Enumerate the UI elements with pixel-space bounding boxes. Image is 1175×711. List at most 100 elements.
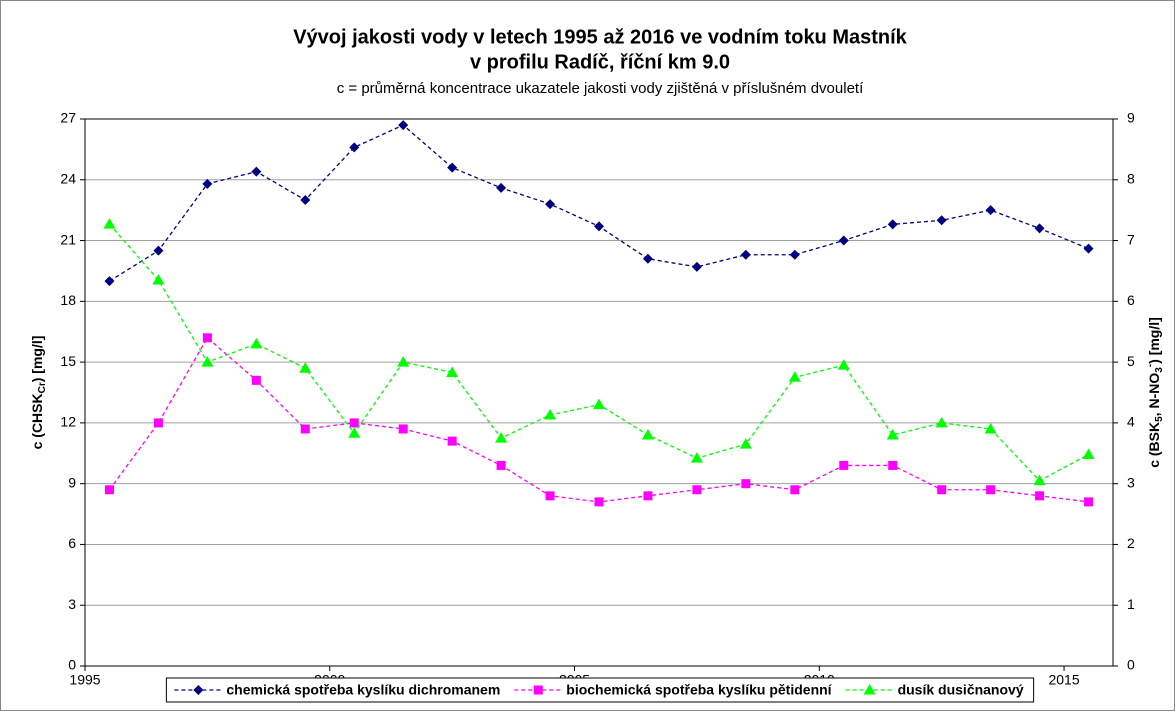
y2-tick-label: 6 [1127, 292, 1135, 308]
marker [251, 375, 261, 385]
y-tick-label: 0 [68, 657, 76, 673]
marker [533, 685, 543, 695]
y-axis-label-part: Cr [37, 382, 48, 393]
y-tick-label: 15 [60, 353, 76, 369]
x-tick-label: 2015 [1048, 672, 1079, 688]
chart-title-2: v profilu Radíč, říční km 9.0 [470, 51, 730, 73]
marker [495, 432, 508, 443]
marker [641, 429, 654, 440]
chart-title: Vývoj jakosti vody v letech 1995 až 2016… [293, 26, 907, 48]
marker [300, 195, 311, 206]
marker [153, 245, 164, 256]
marker [104, 485, 114, 495]
marker [397, 356, 410, 367]
marker [888, 460, 898, 470]
y2-axis-label: c (BSK5, N-NO3-) [mg/l] [1145, 317, 1165, 468]
marker [788, 371, 801, 382]
y-tick-label: 3 [68, 596, 76, 612]
y-tick-label: 6 [68, 535, 76, 551]
y-tick-label: 27 [60, 110, 76, 126]
marker [250, 337, 263, 349]
y2-axis-label-part: ) [mg/l] [1146, 317, 1162, 364]
legend-label: biochemická spotřeba kyslíku pětidenní [566, 682, 832, 698]
y2-tick-label: 7 [1127, 231, 1135, 247]
marker [642, 253, 653, 264]
marker [544, 408, 557, 420]
marker [593, 398, 605, 410]
x-tick-label: 1995 [69, 672, 100, 688]
y-tick-label: 21 [60, 231, 76, 247]
y2-axis-label-part: c (BSK [1146, 422, 1162, 468]
marker [985, 205, 996, 216]
y2-tick-label: 3 [1127, 474, 1135, 490]
marker [741, 479, 751, 489]
y2-axis-label-part: , N-NO [1146, 373, 1162, 417]
marker [690, 452, 703, 463]
marker [398, 120, 409, 131]
marker [153, 418, 163, 428]
marker [984, 422, 997, 434]
y2-tick-label: 0 [1127, 657, 1135, 673]
marker [935, 416, 948, 428]
marker [863, 684, 876, 695]
y-tick-label: 9 [68, 474, 76, 490]
marker [349, 142, 360, 153]
marker [986, 485, 996, 495]
y2-tick-label: 9 [1127, 110, 1135, 126]
chart-subtitle: c = průměrná koncentrace ukazatele jakos… [337, 80, 864, 97]
marker [152, 274, 165, 285]
y2-axis-label-part: 3 [1154, 367, 1165, 373]
y-tick-label: 24 [60, 170, 76, 186]
marker [202, 178, 213, 189]
marker [740, 249, 751, 260]
marker [251, 166, 262, 177]
y-tick-label: 12 [60, 414, 76, 430]
marker [936, 215, 947, 226]
marker [496, 460, 506, 470]
legend-label: dusík dusičnanový [898, 682, 1024, 698]
y2-tick-label: 2 [1127, 535, 1135, 551]
marker [594, 497, 604, 507]
y2-axis-label-part: - [1145, 364, 1156, 367]
marker [349, 418, 359, 428]
marker [201, 356, 214, 367]
marker [1084, 497, 1094, 507]
marker [202, 333, 212, 343]
y2-tick-label: 8 [1127, 170, 1135, 186]
y2-tick-label: 1 [1127, 596, 1135, 612]
legend-label: chemická spotřeba kyslíku dichromanem [226, 682, 500, 698]
marker [103, 218, 116, 229]
legend: chemická spotřeba kyslíku dichromanem bio… [165, 677, 1035, 703]
y-axis-label-part: c (CHSK [29, 393, 45, 449]
marker [1033, 474, 1046, 486]
marker [1082, 448, 1095, 459]
marker [887, 219, 898, 230]
marker [447, 162, 458, 173]
y2-tick-label: 5 [1127, 353, 1135, 369]
marker [496, 182, 507, 193]
marker [839, 460, 849, 470]
marker [691, 261, 702, 272]
marker [446, 366, 459, 377]
marker [886, 429, 899, 440]
marker [1083, 243, 1094, 254]
marker [348, 427, 361, 438]
marker [739, 438, 752, 449]
y-tick-label: 18 [60, 292, 76, 308]
marker [594, 221, 604, 232]
marker [545, 199, 556, 210]
marker [643, 491, 653, 501]
marker [398, 424, 408, 434]
y-axis-label: c (CHSKCr) [mg/l] [29, 336, 48, 450]
marker [300, 424, 310, 434]
marker [1035, 491, 1045, 501]
marker [838, 235, 849, 246]
marker [299, 362, 312, 373]
marker [937, 485, 947, 495]
marker [545, 491, 555, 501]
y2-tick-label: 4 [1127, 414, 1135, 430]
plot-frame [84, 118, 1114, 667]
marker [789, 249, 800, 260]
y-axis-label-part: ) [mg/l] [29, 336, 45, 383]
